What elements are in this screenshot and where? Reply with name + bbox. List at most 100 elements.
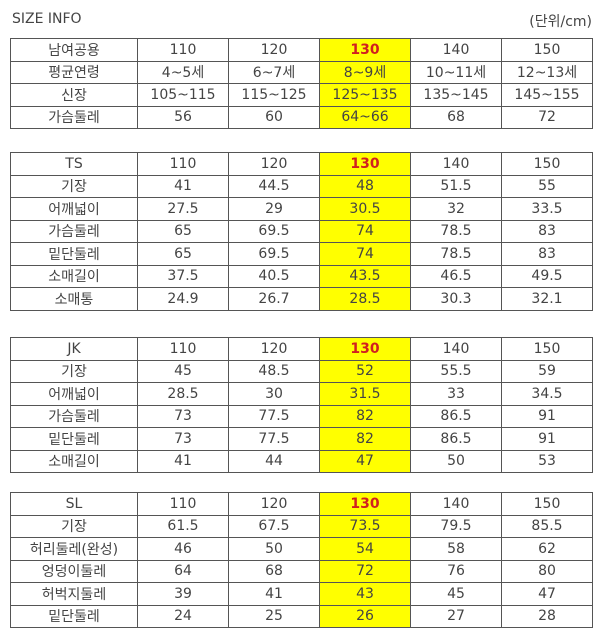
table-row: 엉덩이둘레 64 68 72 76 80 [10,559,593,583]
value-cell: 77.5 [228,404,320,428]
value-cell: 39 [137,582,229,606]
value-cell: 47 [501,582,593,606]
value-cell: 77.5 [228,427,320,451]
value-cell: 56 [137,105,229,129]
value-cell: 74 [319,242,411,266]
value-cell: 73.5 [319,514,411,538]
size-header-cell: 110 [137,152,229,176]
value-cell: 73 [137,404,229,428]
category-label: TS [10,152,138,176]
value-cell: 62 [501,537,593,561]
value-cell: 78.5 [410,242,502,266]
value-cell: 64~66 [319,105,411,129]
size-header-cell: 120 [228,152,320,176]
size-header-cell: 150 [501,337,593,361]
value-cell: 50 [410,449,502,473]
table-header-row: 남여공용 110 120 130 140 150 [10,38,593,62]
measure-label: 허벅지둘레 [10,582,138,606]
value-cell: 47 [319,449,411,473]
value-cell: 45 [137,359,229,383]
value-cell: 68 [410,105,502,129]
value-cell: 37.5 [137,264,229,288]
value-cell: 48.5 [228,359,320,383]
table-header-row: TS 110 120 130 140 150 [10,152,593,176]
size-header-cell: 130 [319,337,411,361]
value-cell: 74 [319,219,411,243]
value-cell: 76 [410,559,502,583]
value-cell: 60 [228,105,320,129]
value-cell: 46 [137,537,229,561]
value-cell: 51.5 [410,174,502,198]
table-row: 밑단둘레 24 25 26 27 28 [10,604,593,628]
size-header-cell: 130 [319,492,411,516]
value-cell: 30.5 [319,197,411,221]
table-row: 소매길이 41 44 47 50 53 [10,449,593,473]
measure-label: 밑단둘레 [10,427,138,451]
size-header-cell: 140 [410,38,502,62]
value-cell: 54 [319,537,411,561]
table-row: 가슴둘레 56 60 64~66 68 72 [10,105,593,129]
measure-label: 가슴둘레 [10,219,138,243]
value-cell: 50 [228,537,320,561]
value-cell: 83 [501,242,593,266]
table-header-row: JK 110 120 130 140 150 [10,337,593,361]
value-cell: 24 [137,604,229,628]
size-table-sl: SL 110 120 130 140 150 기장 61.5 67.5 73.5 79.5 85.5 허… [10,492,593,628]
value-cell: 73 [137,427,229,451]
value-cell: 55 [501,174,593,198]
value-cell: 29 [228,197,320,221]
value-cell: 53 [501,449,593,473]
value-cell: 64 [137,559,229,583]
value-cell: 115~125 [228,83,320,107]
size-header-cell: 130 [319,38,411,62]
size-header-cell: 120 [228,492,320,516]
size-header-cell: 150 [501,152,593,176]
value-cell: 83 [501,219,593,243]
value-cell: 61.5 [137,514,229,538]
value-cell: 32.1 [501,287,593,311]
value-cell: 32 [410,197,502,221]
size-table-common: 남여공용 110 120 130 140 150 평균연령 4~5세 6~7세 8~9세 10~11… [10,38,593,129]
measure-label: 기장 [10,359,138,383]
measure-label: 소매통 [10,287,138,311]
size-header-cell: 110 [137,492,229,516]
value-cell: 27.5 [137,197,229,221]
measure-label: 소매길이 [10,449,138,473]
table-row: 허벅지둘레 39 41 43 45 47 [10,582,593,606]
value-cell: 41 [137,449,229,473]
value-cell: 33.5 [501,197,593,221]
table-row: 신장 105~115 115~125 125~135 135~145 145~155 [10,83,593,107]
measure-label: 밑단둘레 [10,604,138,628]
value-cell: 78.5 [410,219,502,243]
value-cell: 12~13세 [501,60,593,84]
value-cell: 30 [228,382,320,406]
value-cell: 55.5 [410,359,502,383]
size-table-jk: JK 110 120 130 140 150 기장 45 48.5 52 55.5 59 어깨넓이 28.… [10,337,593,473]
table-row: 허리둘레(완성) 46 50 54 58 62 [10,537,593,561]
size-header-cell: 140 [410,152,502,176]
value-cell: 67.5 [228,514,320,538]
value-cell: 43 [319,582,411,606]
value-cell: 46.5 [410,264,502,288]
measure-label: 신장 [10,83,138,107]
size-header-cell: 130 [319,152,411,176]
value-cell: 41 [228,582,320,606]
value-cell: 91 [501,404,593,428]
value-cell: 86.5 [410,427,502,451]
value-cell: 65 [137,219,229,243]
measure-label: 가슴둘레 [10,105,138,129]
table-row: 소매길이 37.5 40.5 43.5 46.5 49.5 [10,264,593,288]
value-cell: 52 [319,359,411,383]
value-cell: 82 [319,427,411,451]
table-header-row: SL 110 120 130 140 150 [10,492,593,516]
category-label: 남여공용 [10,38,138,62]
value-cell: 145~155 [501,83,593,107]
measure-label: 기장 [10,174,138,198]
measure-label: 어깨넓이 [10,197,138,221]
page-title: SIZE INFO [12,11,82,27]
table-row: 소매통 24.9 26.7 28.5 30.3 32.1 [10,287,593,311]
value-cell: 25 [228,604,320,628]
value-cell: 27 [410,604,502,628]
value-cell: 105~115 [137,83,229,107]
table-row: 가슴둘레 65 69.5 74 78.5 83 [10,219,593,243]
